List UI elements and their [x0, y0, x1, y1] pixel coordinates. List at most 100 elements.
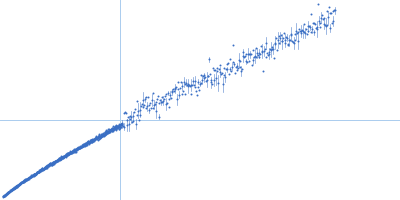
Point [80, 144, 86, 147]
Point [100, 133, 106, 136]
Point [81, 144, 88, 147]
Point [80, 143, 87, 146]
Point [6, 190, 12, 193]
Point [65, 153, 72, 156]
Point [54, 159, 61, 163]
Point [250, 49, 256, 52]
Point [274, 38, 281, 42]
Point [102, 131, 108, 134]
Point [171, 90, 177, 93]
Point [0, 195, 6, 198]
Point [42, 166, 48, 169]
Point [4, 191, 11, 194]
Point [1, 194, 7, 197]
Point [204, 75, 211, 78]
Point [12, 185, 19, 188]
Point [293, 29, 299, 32]
Point [2, 194, 8, 197]
Point [99, 134, 106, 137]
Point [320, 22, 327, 25]
Point [13, 185, 20, 189]
Point [4, 192, 10, 195]
Point [89, 139, 96, 142]
Point [255, 54, 261, 57]
Point [221, 66, 228, 69]
Point [173, 86, 180, 89]
Point [282, 42, 288, 45]
Point [182, 92, 188, 96]
Point [12, 186, 18, 189]
Point [82, 142, 89, 145]
Point [89, 139, 95, 142]
Point [84, 142, 91, 145]
Point [15, 183, 21, 186]
Point [32, 172, 39, 175]
Point [38, 168, 44, 171]
Point [46, 162, 52, 166]
Point [80, 143, 86, 146]
Point [289, 39, 296, 42]
Point [118, 122, 125, 125]
Point [3, 193, 9, 196]
Point [117, 125, 124, 129]
Point [66, 152, 72, 155]
Point [42, 166, 48, 169]
Point [170, 87, 176, 91]
Point [148, 98, 155, 101]
Point [114, 125, 120, 128]
Point [86, 139, 93, 142]
Point [158, 100, 164, 103]
Point [104, 130, 110, 133]
Point [56, 156, 62, 160]
Point [266, 51, 272, 54]
Point [88, 138, 94, 141]
Point [45, 165, 51, 168]
Point [142, 95, 149, 99]
Point [114, 125, 120, 128]
Point [64, 153, 70, 157]
Point [2, 193, 9, 196]
Point [40, 167, 47, 170]
Point [212, 68, 218, 71]
Point [29, 174, 35, 178]
Point [11, 186, 17, 189]
Point [89, 139, 95, 143]
Point [210, 66, 216, 69]
Point [101, 132, 108, 135]
Point [67, 151, 74, 154]
Point [47, 163, 53, 166]
Point [91, 137, 98, 140]
Point [94, 137, 101, 140]
Point [50, 160, 56, 164]
Point [71, 149, 77, 152]
Point [315, 2, 322, 5]
Point [329, 22, 335, 25]
Point [87, 140, 93, 143]
Point [16, 182, 22, 185]
Point [57, 157, 63, 161]
Point [2, 193, 8, 197]
Point [123, 111, 129, 114]
Point [23, 178, 29, 182]
Point [102, 130, 109, 133]
Point [46, 163, 52, 166]
Point [70, 148, 76, 152]
Point [58, 155, 65, 158]
Point [208, 81, 214, 84]
Point [106, 129, 112, 133]
Point [88, 139, 94, 142]
Point [118, 122, 124, 126]
Point [12, 186, 18, 189]
Point [322, 24, 328, 27]
Point [272, 42, 278, 45]
Point [61, 156, 67, 159]
Point [33, 172, 39, 175]
Point [42, 165, 49, 168]
Point [115, 125, 122, 129]
Point [77, 147, 83, 150]
Point [76, 146, 83, 150]
Point [9, 188, 15, 191]
Point [281, 32, 287, 35]
Point [38, 169, 44, 172]
Point [5, 191, 11, 194]
